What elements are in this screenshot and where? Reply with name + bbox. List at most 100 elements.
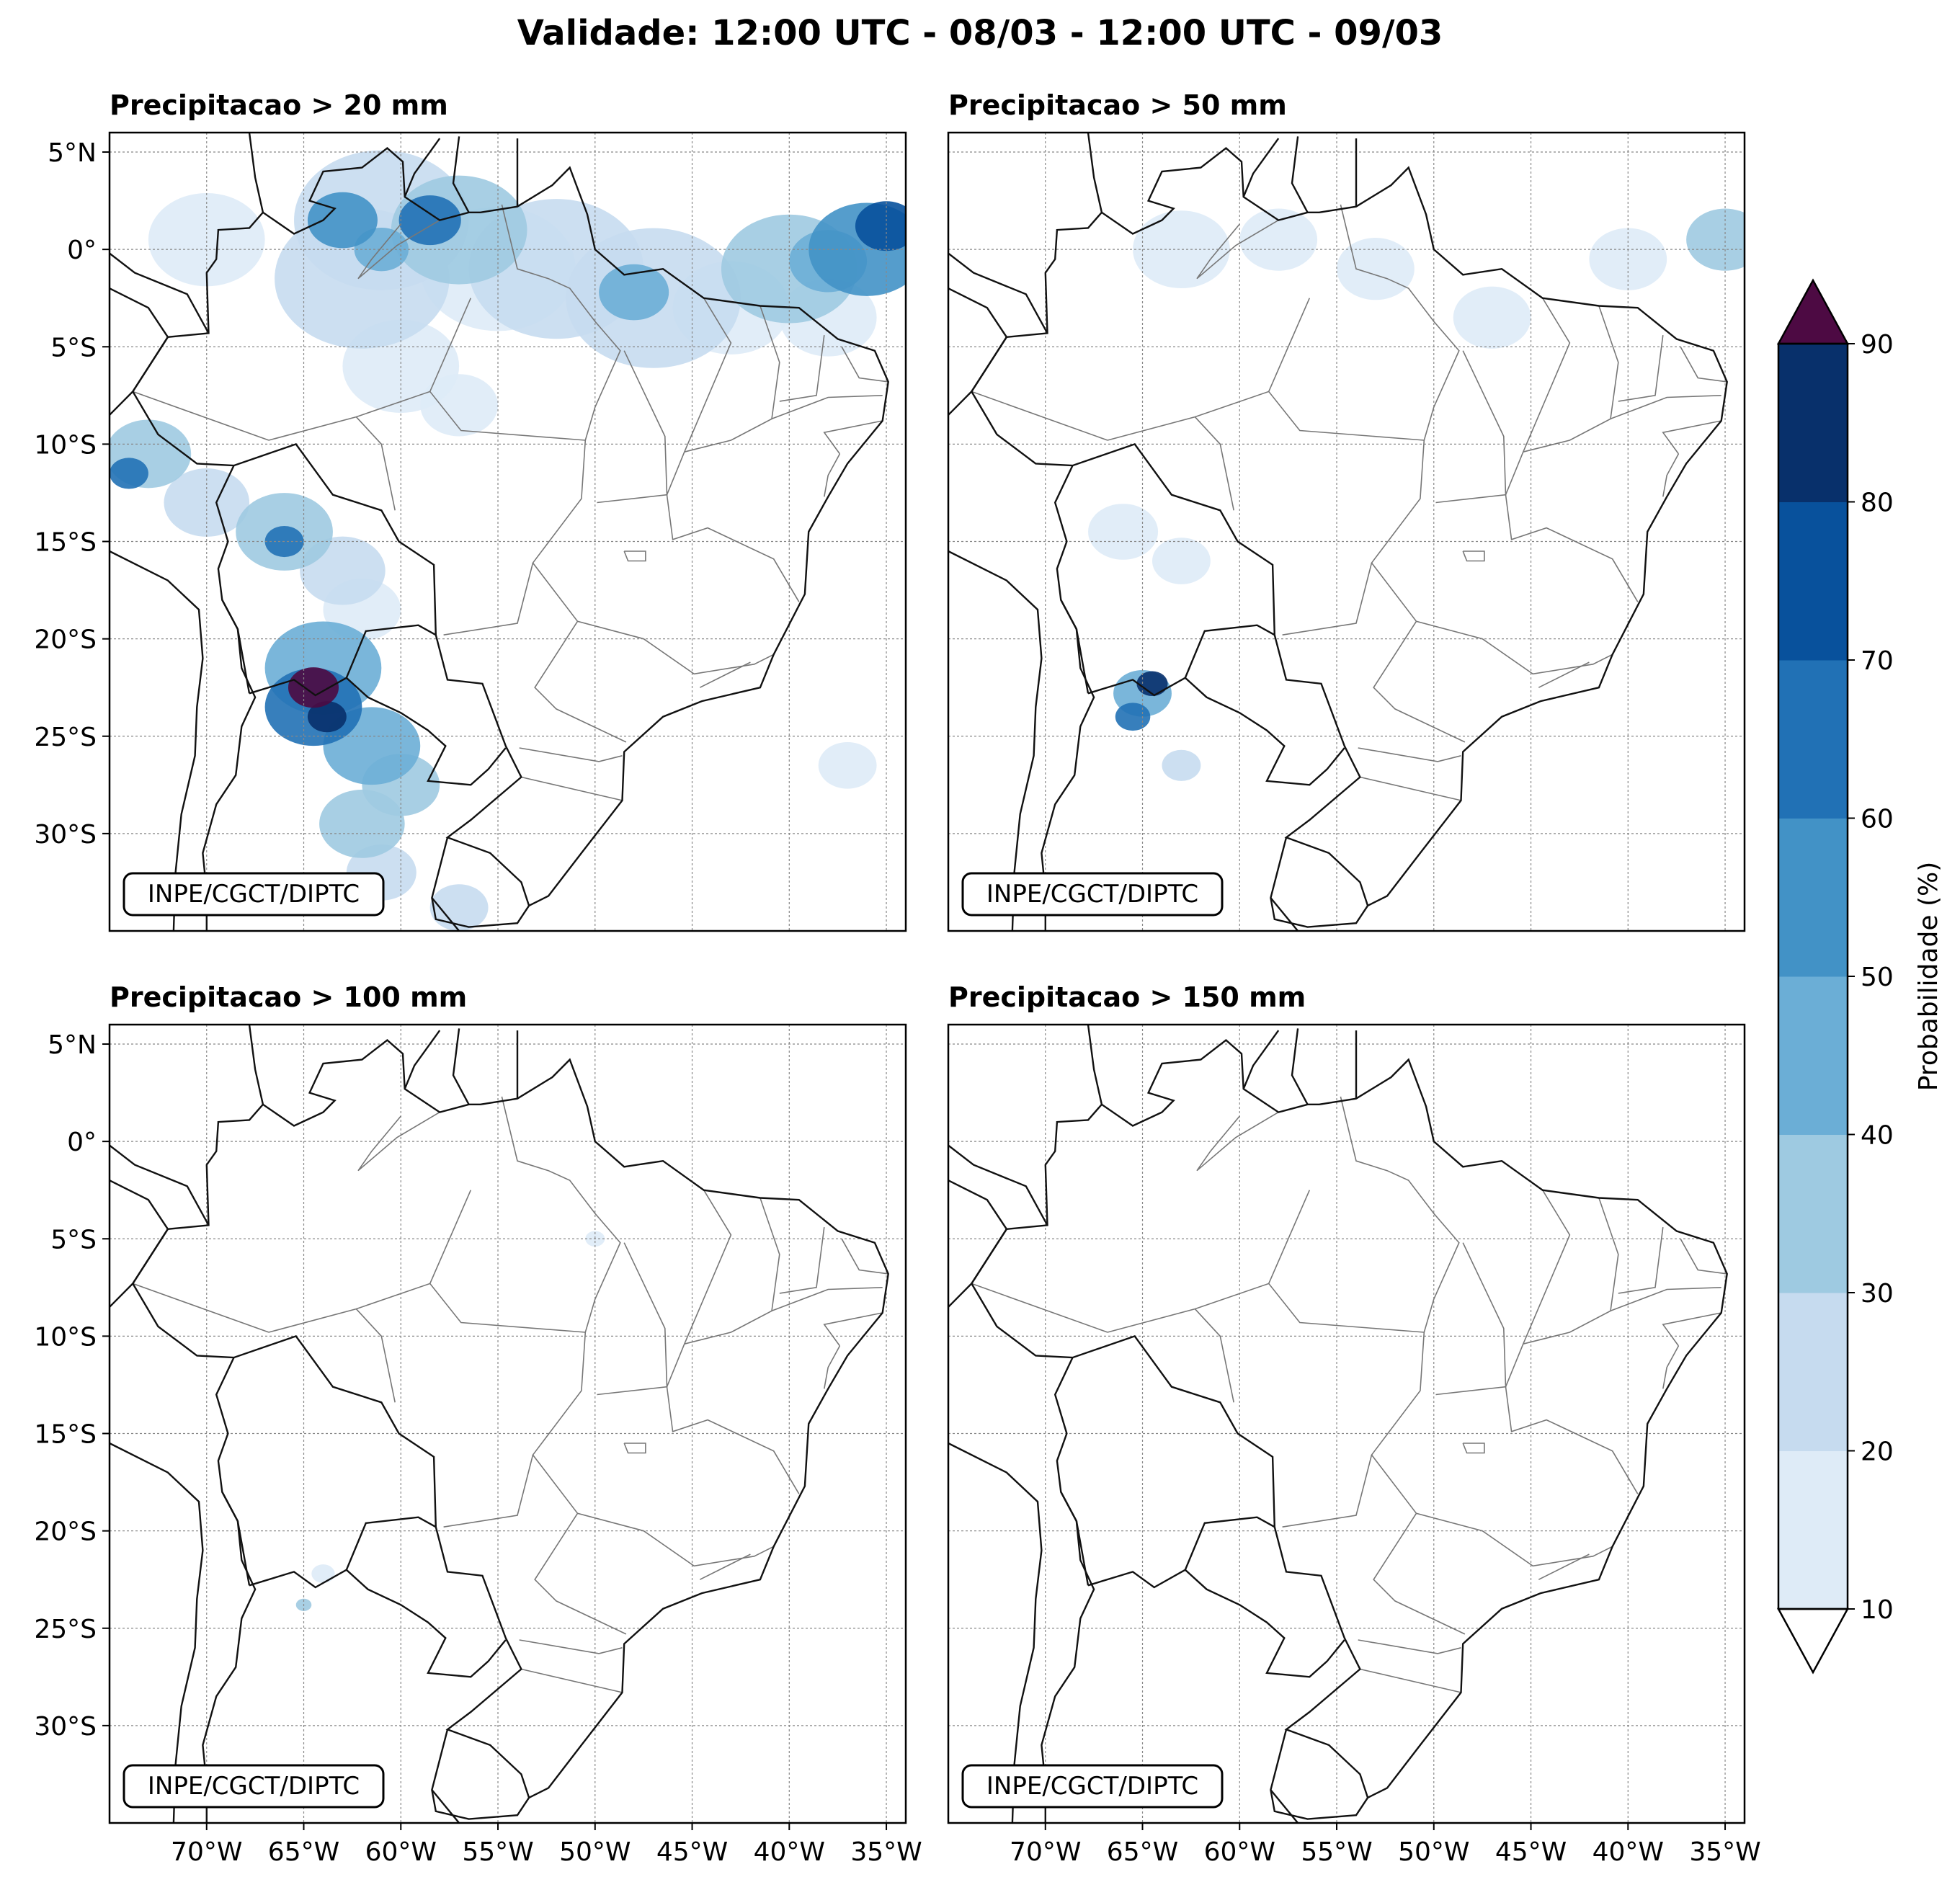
lat-tick-label: 5°N — [48, 1030, 97, 1060]
probability-blob — [288, 667, 339, 708]
country-border — [132, 147, 889, 907]
state-border — [355, 1308, 396, 1403]
map-background — [110, 1025, 906, 1823]
colorbar-segment — [1778, 818, 1848, 977]
state-border — [1505, 1190, 1571, 1388]
lon-tick-label: 40°W — [1592, 1837, 1664, 1867]
lat-tick-label: 5°S — [50, 1225, 97, 1254]
map-panel-50mm: INPE/CGCT/DIPTC — [947, 131, 1746, 932]
lat-tick-label: 25°S — [34, 723, 97, 752]
lat-tick-label: 25°S — [34, 1615, 97, 1644]
country-border — [215, 1357, 251, 1586]
country-border — [1087, 677, 1345, 786]
probability-field — [1088, 208, 1745, 781]
probability-blob — [1686, 208, 1745, 271]
map-frame — [108, 1023, 907, 1824]
colorbar-segment — [1778, 344, 1848, 502]
country-border — [948, 252, 1048, 334]
state-border — [779, 334, 825, 402]
country-border — [452, 136, 470, 213]
country-border — [249, 1569, 507, 1678]
country-border — [1291, 1028, 1309, 1105]
country-border — [404, 138, 441, 197]
lon-tick-label: 50°W — [1398, 1837, 1469, 1867]
boundaries — [948, 1025, 1728, 1823]
probability-blob — [1133, 210, 1230, 289]
probability-blob — [1136, 671, 1168, 697]
state-border — [1196, 219, 1279, 280]
lon-tick-label: 35°W — [850, 1837, 922, 1867]
state-border — [1196, 1111, 1279, 1172]
lat-tick-label: 5°N — [48, 138, 97, 168]
lon-tick-label: 55°W — [1301, 1837, 1372, 1867]
probability-blob — [398, 195, 461, 246]
state-border — [501, 1096, 621, 1333]
state-border — [771, 395, 883, 420]
state-border — [133, 1283, 270, 1333]
state-border — [1194, 1308, 1234, 1403]
state-border — [1340, 1096, 1460, 1333]
country-border — [948, 287, 1008, 416]
state-border — [1662, 1345, 1680, 1389]
state-border — [1268, 298, 1311, 392]
country-border — [345, 624, 437, 679]
lon-tick-label: 60°W — [365, 1837, 437, 1867]
state-border — [1505, 494, 1639, 602]
state-border — [1462, 1443, 1485, 1454]
country-border — [1291, 136, 1309, 213]
country-border — [948, 550, 1043, 931]
probability-blob — [1239, 208, 1318, 271]
country-border — [110, 252, 210, 334]
credit-box — [122, 1764, 385, 1809]
state-border — [1358, 1639, 1461, 1654]
state-border — [1373, 1512, 1466, 1635]
state-border — [1538, 661, 1590, 688]
state-border — [1462, 550, 1485, 562]
colorbar-segment — [1778, 976, 1848, 1135]
probability-blob — [599, 264, 669, 321]
state-border — [771, 1287, 883, 1312]
country-border — [431, 1789, 460, 1823]
state-border — [1680, 346, 1727, 383]
country-border — [1270, 1789, 1299, 1823]
probability-blob — [148, 192, 265, 287]
country-border — [1087, 1569, 1345, 1678]
country-border — [1242, 138, 1280, 197]
map-frame — [108, 131, 907, 932]
country-border — [1242, 1030, 1280, 1089]
country-border — [1086, 133, 1103, 213]
country-border — [1054, 1357, 1090, 1586]
probability-blob — [110, 458, 148, 489]
state-border — [519, 1639, 623, 1654]
country-border — [247, 1025, 264, 1105]
state-border — [429, 1190, 472, 1284]
colorbar-tick-label: 90 — [1861, 330, 1894, 360]
probability-blob — [1152, 538, 1211, 584]
map-frame — [947, 131, 1746, 932]
credit-box — [961, 1764, 1224, 1809]
state-border — [824, 1345, 841, 1389]
state-border — [1360, 1668, 1461, 1693]
state-border — [699, 661, 751, 688]
lat-tick-label: 20°S — [34, 625, 97, 655]
country-border — [948, 1180, 1008, 1308]
boundaries — [110, 133, 889, 931]
country-border — [247, 133, 264, 213]
state-border — [1340, 204, 1460, 441]
lat-tick-label: 15°S — [34, 528, 97, 558]
state-border — [1360, 776, 1461, 801]
panel-title-20mm: Precipitacao > 20 mm — [110, 89, 448, 121]
state-border — [1505, 298, 1571, 496]
probability-blob — [307, 192, 378, 249]
state-border — [1662, 1312, 1721, 1347]
colorbar-tick-label: 60 — [1861, 805, 1894, 834]
state-border — [1618, 1226, 1664, 1294]
lon-tick-label: 65°W — [268, 1837, 339, 1867]
state-border — [1282, 1455, 1373, 1528]
map-panel-20mm: INPE/CGCT/DIPTC 5°N 0° 5°S 10°S 15°S 20°S 25°S 3… — [34, 131, 907, 932]
state-border — [534, 620, 627, 743]
probability-blob — [429, 884, 489, 931]
colorbar-tick-label: 10 — [1861, 1595, 1894, 1625]
